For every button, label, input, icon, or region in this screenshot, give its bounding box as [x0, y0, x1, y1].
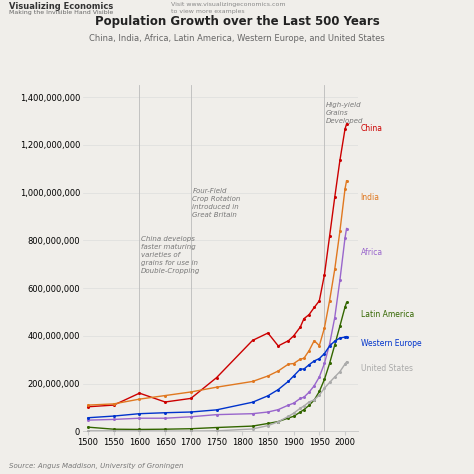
Text: China develops
faster maturing
varieties of
grains for use in
Double-Cropping: China develops faster maturing varieties… — [141, 236, 201, 274]
Text: China: China — [361, 125, 383, 134]
Text: United States: United States — [361, 364, 413, 373]
Text: Source: Angus Maddison, University of Groningen: Source: Angus Maddison, University of Gr… — [9, 463, 184, 469]
Text: Visit www.visualizingeconomics.com: Visit www.visualizingeconomics.com — [171, 2, 285, 8]
Text: China, India, Africa, Latin America, Western Europe, and United States: China, India, Africa, Latin America, Wes… — [89, 34, 385, 43]
Text: High-yield
Grains
Developed: High-yield Grains Developed — [326, 102, 364, 124]
Text: Visualizing Economics: Visualizing Economics — [9, 2, 114, 11]
Text: Population Growth over the Last 500 Years: Population Growth over the Last 500 Year… — [95, 16, 379, 28]
Text: Western Europe: Western Europe — [361, 338, 421, 347]
Text: Latin America: Latin America — [361, 310, 414, 319]
Text: Making the Invisible Hand Visible: Making the Invisible Hand Visible — [9, 10, 114, 16]
Text: Four-Field
Crop Rotation
introduced in
Great Britain: Four-Field Crop Rotation introduced in G… — [192, 188, 241, 218]
Text: to view more examples: to view more examples — [171, 9, 244, 15]
Text: Africa: Africa — [361, 248, 383, 257]
Text: India: India — [361, 193, 380, 202]
